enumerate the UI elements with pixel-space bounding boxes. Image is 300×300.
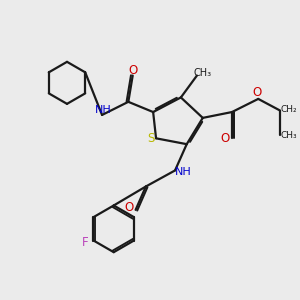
Text: S: S [147,132,154,146]
Text: CH₃: CH₃ [280,131,297,140]
Text: O: O [220,132,229,145]
Text: NH: NH [175,167,192,177]
Text: O: O [129,64,138,77]
Text: O: O [124,201,134,214]
Text: CH₃: CH₃ [194,68,212,78]
Text: CH₂: CH₂ [280,105,297,114]
Text: NH: NH [95,105,112,115]
Text: O: O [252,86,261,99]
Text: F: F [82,236,88,249]
